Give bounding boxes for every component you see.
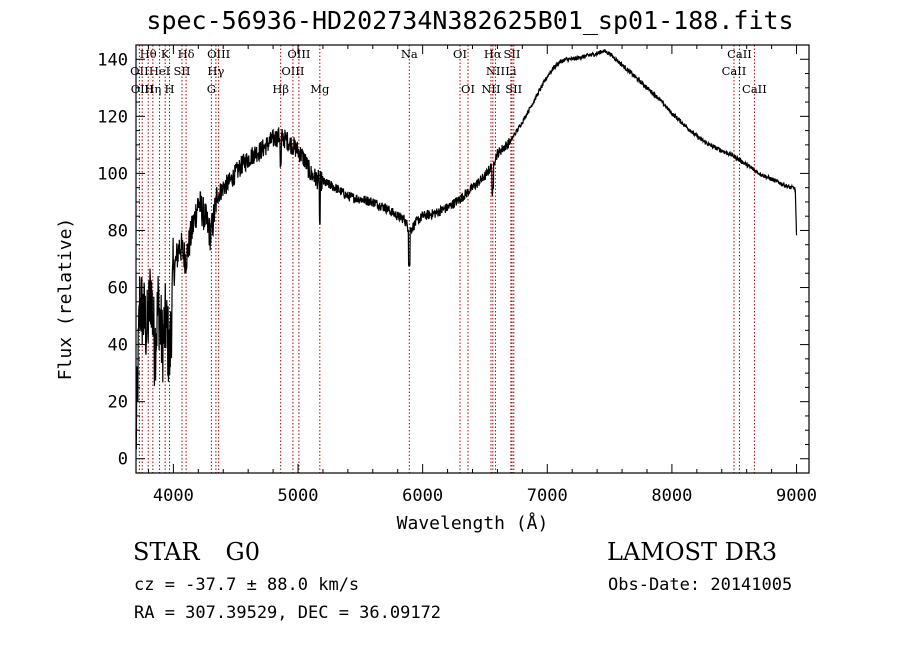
marker-label: NII xyxy=(486,64,505,78)
x-tick-label: 9000 xyxy=(776,486,817,506)
y-tick-label: 60 xyxy=(108,279,128,299)
marker-label: OI xyxy=(461,82,475,96)
object-class: STAR G0 xyxy=(133,538,286,566)
marker-label: SII xyxy=(505,82,522,96)
redshift-text: cz = -37.7 ± 88.0 km/s xyxy=(134,575,360,595)
y-tick-label: 40 xyxy=(108,336,128,356)
marker-label: SII xyxy=(174,64,191,78)
marker-label: OII xyxy=(130,64,149,78)
marker-label: Hδ xyxy=(178,47,195,61)
marker-label: Li xyxy=(505,64,517,78)
marker-label: Na xyxy=(401,47,418,61)
plot-frame xyxy=(135,44,810,474)
marker-label: SII xyxy=(504,47,521,61)
x-axis-label: Wavelength (Å) xyxy=(397,512,549,534)
spectrum-line xyxy=(135,49,798,450)
marker-label: H xyxy=(165,82,175,96)
axes: 4000 5000 6000 7000 8000 9000 0 20 40 60 80 100 120 1… xyxy=(55,44,817,534)
marker-label: K xyxy=(161,47,170,61)
marker-label: Hγ xyxy=(207,64,224,78)
obs-date-text: Obs-Date: 20141005 xyxy=(608,575,793,595)
marker-label: G xyxy=(207,82,216,96)
marker-label: Hθ xyxy=(140,47,157,61)
y-tick-label: 20 xyxy=(108,393,128,413)
marker-label: CaII xyxy=(722,64,747,78)
marker-label: Mg xyxy=(310,82,330,96)
y-tick-label: 80 xyxy=(108,221,128,241)
chart-title: spec-56936-HD202734N382625B01_sp01-188.f… xyxy=(146,6,794,35)
x-tick-label: 8000 xyxy=(651,486,692,506)
y-tick-label: 0 xyxy=(118,450,128,470)
marker-label: OI xyxy=(453,47,467,61)
object-type: STAR xyxy=(133,538,200,566)
survey-name: LAMOST DR3 xyxy=(607,538,778,566)
y-axis-label: Flux (relative) xyxy=(55,218,76,381)
marker-label: HeI xyxy=(149,64,170,78)
x-tick-label: 4000 xyxy=(153,486,194,506)
x-tick-label: 5000 xyxy=(278,486,319,506)
marker-label: NII xyxy=(481,82,500,96)
x-tick-label: 6000 xyxy=(402,486,443,506)
object-subclass: G0 xyxy=(225,538,260,566)
y-tick-label: 120 xyxy=(97,107,128,127)
x-tick-label: 7000 xyxy=(527,486,568,506)
marker-label: OIII xyxy=(207,47,230,61)
coords-text: RA = 307.39529, DEC = 36.09172 xyxy=(134,603,442,623)
marker-label: OIII xyxy=(281,64,304,78)
marker-label: CaII xyxy=(742,82,767,96)
marker-label: Hη xyxy=(144,82,161,96)
marker-label: CaII xyxy=(727,47,752,61)
marker-label: OIII xyxy=(287,47,310,61)
y-tick-label: 100 xyxy=(97,164,128,184)
marker-label: Hβ xyxy=(272,82,289,96)
marker-label: Hα xyxy=(484,47,502,61)
y-tick-label: 140 xyxy=(97,50,128,70)
